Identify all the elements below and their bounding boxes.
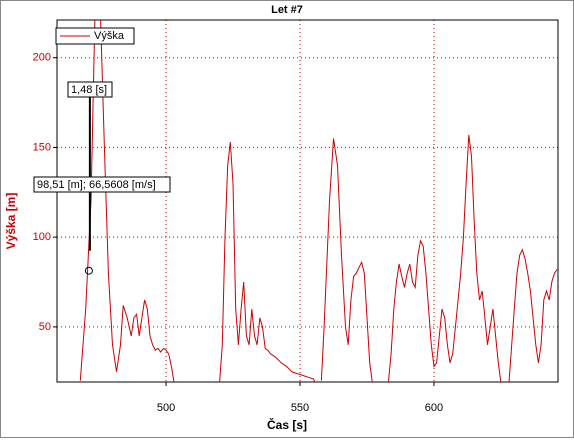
x-axis-label: Čas [s] [267, 417, 307, 432]
x-tick-label: 600 [425, 402, 443, 414]
plot-border [56, 19, 559, 383]
annotation-box [67, 81, 113, 98]
x-tick-label: 500 [157, 402, 175, 414]
y-tick-label: 150 [33, 141, 51, 153]
legend-label: Výška [94, 30, 125, 42]
cursor-marker [84, 266, 93, 275]
annotation: 1,48 [s] [71, 84, 107, 96]
annotation: 98,51 [m]; 66,5608 [m/s] [37, 179, 156, 191]
y-tick-label: 200 [33, 52, 51, 64]
legend-box [55, 27, 135, 45]
data-line [79, 20, 558, 382]
annotation-box [33, 176, 171, 193]
y-axis-label: Výška [m] [4, 193, 18, 250]
plot [79, 20, 558, 382]
chart-title: Let #7 [271, 4, 303, 16]
y-tick-label: 100 [33, 231, 51, 243]
x-tick-label: 550 [291, 402, 309, 414]
y-tick-label: 50 [39, 321, 51, 333]
